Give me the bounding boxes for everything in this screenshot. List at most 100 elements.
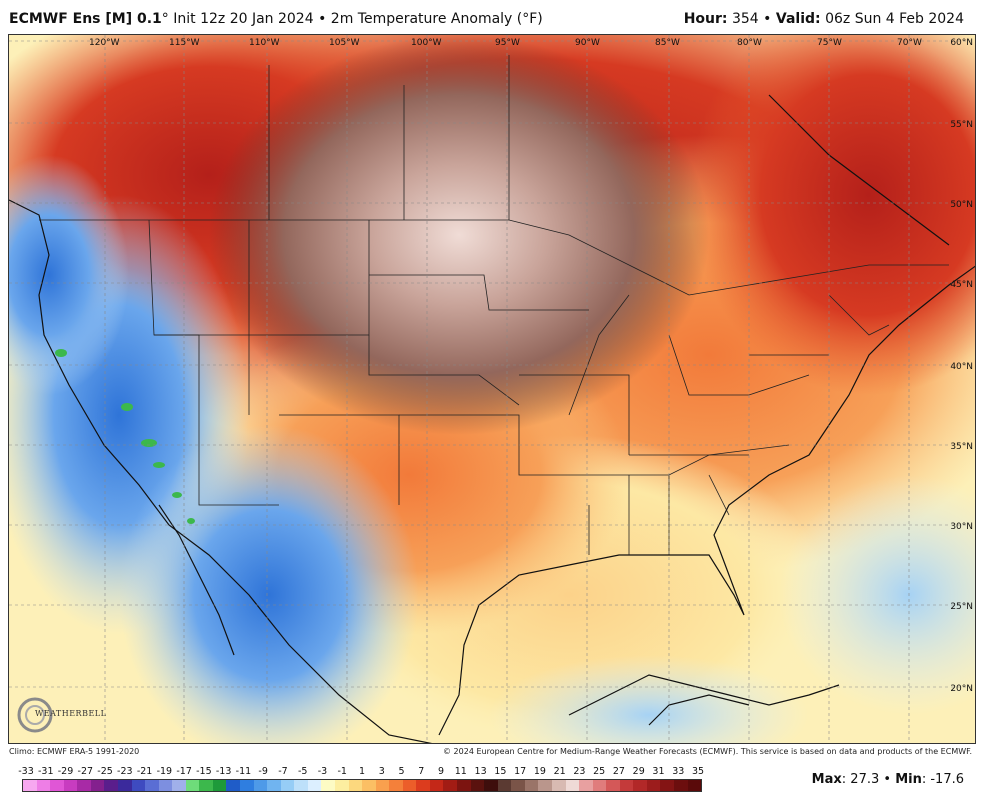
min-label: Min	[895, 772, 922, 787]
max-value: : 27.3	[841, 772, 880, 787]
min-value: : -17.6	[921, 772, 964, 787]
scale-swatch	[416, 780, 430, 791]
scale-label: -19	[156, 766, 173, 777]
scale-label: -15	[196, 766, 212, 777]
scale-label: 7	[418, 766, 425, 777]
scale-swatch	[131, 780, 146, 791]
scale-swatch	[280, 780, 295, 791]
scale-swatch	[158, 780, 173, 791]
scale-swatch	[443, 780, 457, 791]
scale-label: 35	[691, 766, 705, 777]
scale-label: -29	[57, 766, 74, 777]
lat-label: 40°N	[950, 362, 973, 372]
climo-source: Climo: ECMWF ERA-5 1991-2020	[9, 747, 140, 756]
scale-swatch	[226, 780, 240, 791]
map-canvas: 120°W 115°W 110°W 105°W 100°W 95°W 90°W …	[9, 35, 975, 743]
warm-anomaly-quebec	[689, 35, 975, 395]
scale-swatch	[90, 780, 105, 791]
cool-anomaly-atlantic	[779, 475, 975, 715]
scale-label: 27	[612, 766, 625, 777]
scale-swatch	[375, 780, 390, 791]
lon-label: 115°W	[169, 38, 200, 48]
scale-label: -5	[297, 766, 308, 777]
lat-label: 20°N	[950, 684, 973, 694]
scale-bar	[22, 779, 702, 792]
map-title: ECMWF Ens [M] 0.1° Init 12z 20 Jan 2024 …	[9, 11, 543, 27]
scale-label: -1	[337, 766, 347, 777]
scale-label: 9	[438, 766, 445, 777]
model-name: ECMWF Ens [M] 0.1	[9, 11, 162, 27]
valid-value: 06z Sun 4 Feb 2024	[825, 11, 964, 27]
lon-label: 110°W	[249, 38, 280, 48]
scale-label: 19	[533, 766, 546, 777]
scale-swatch	[63, 780, 78, 791]
scale-swatch	[362, 780, 376, 791]
scale-swatch	[199, 780, 213, 791]
lat-label: 55°N	[950, 120, 973, 130]
scale-swatch	[321, 780, 335, 791]
scale-swatch	[104, 780, 118, 791]
scale-swatch	[674, 780, 688, 791]
scale-label: 11	[454, 766, 467, 777]
lon-label: 85°W	[655, 38, 680, 48]
lat-label: 60°N	[950, 38, 973, 48]
scale-swatch	[497, 780, 512, 791]
scale-swatch	[240, 780, 254, 791]
scale-swatch	[606, 780, 620, 791]
scale-label: -33	[18, 766, 34, 777]
scale-swatch	[145, 780, 159, 791]
header: ECMWF Ens [M] 0.1° Init 12z 20 Jan 2024 …	[0, 0, 984, 34]
scale-swatch	[402, 780, 417, 791]
logo-text: WEATHERBELL	[35, 709, 107, 718]
cool-anomaly-caribbean	[489, 655, 809, 743]
lon-label: 90°W	[575, 38, 600, 48]
scale-label: -7	[278, 766, 288, 777]
max-label: Max	[811, 772, 842, 787]
field-name: 2m Temperature Anomaly (°F)	[330, 11, 543, 27]
scale-label: 29	[632, 766, 645, 777]
weatherbell-logo: WEATHERBELL	[15, 695, 107, 735]
scale-swatch	[212, 780, 227, 791]
valid-label: Valid:	[775, 11, 821, 27]
scale-label: 31	[652, 766, 665, 777]
scale-swatch	[633, 780, 647, 791]
degree-symbol: °	[161, 11, 169, 27]
scale-swatch	[592, 780, 607, 791]
scale-label: 33	[672, 766, 685, 777]
scale-swatch	[117, 780, 132, 791]
scale-label: -9	[258, 766, 268, 777]
scale-label: 25	[593, 766, 606, 777]
scale-swatch	[23, 780, 37, 791]
scale-label: -27	[77, 766, 94, 777]
separator-bullet-2: •	[763, 11, 772, 27]
field-stats: Max: 27.3 • Min: -17.6	[812, 772, 964, 787]
lat-label: 45°N	[950, 280, 973, 290]
scale-label: 17	[514, 766, 527, 777]
color-scale: -33 -31 -29 -27 -25 -23 -21 -19 -17 -15 -13 -11 -9 -7…	[14, 766, 704, 806]
scale-swatch	[185, 780, 200, 791]
init-time: Init 12z 20 Jan 2024	[173, 11, 314, 27]
scale-swatch	[660, 780, 674, 791]
lon-label: 80°W	[737, 38, 762, 48]
scale-label: -21	[136, 766, 153, 777]
hour-label: Hour:	[683, 11, 728, 27]
scale-label: 15	[494, 766, 507, 777]
scale-label: 1	[358, 766, 366, 777]
graticule	[9, 35, 975, 743]
longitude-labels: 120°W 115°W 110°W 105°W 100°W 95°W 90°W …	[89, 38, 922, 48]
coastlines	[9, 94, 975, 743]
scale-label: 21	[553, 766, 566, 777]
scale-labels: -33 -31 -29 -27 -25 -23 -21 -19 -17 -15 -13 -11 -9 -7…	[14, 766, 704, 778]
scale-swatch	[687, 780, 702, 791]
stats-separator: •	[879, 772, 896, 787]
lon-label: 100°W	[411, 38, 442, 48]
temperature-anomaly-map: 120°W 115°W 110°W 105°W 100°W 95°W 90°W …	[8, 34, 976, 744]
lon-label: 105°W	[329, 38, 360, 48]
copyright: © 2024 European Centre for Medium-Range …	[443, 747, 972, 756]
scale-swatch	[429, 780, 444, 791]
scale-swatch	[619, 780, 634, 791]
scale-label: -31	[37, 766, 54, 777]
lat-label: 30°N	[950, 522, 973, 532]
hour-value: 354	[731, 11, 759, 27]
cold-spots	[55, 349, 195, 524]
